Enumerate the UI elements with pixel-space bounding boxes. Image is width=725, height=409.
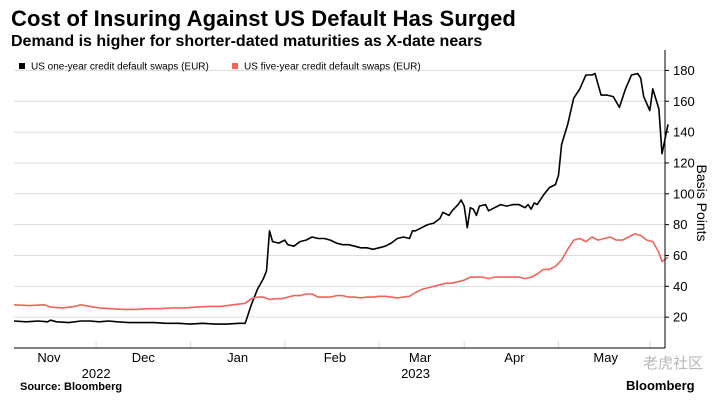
x-tick-label: Jan <box>227 350 248 365</box>
month-separators <box>95 341 651 348</box>
x-tick-label: Feb <box>324 350 346 365</box>
x-tick-label: May <box>593 350 618 365</box>
x-year-label: 2022 <box>82 366 111 381</box>
y-tick-label: 20 <box>673 310 687 325</box>
y-tick-label: 120 <box>673 155 695 170</box>
series-line-one-year <box>13 72 669 325</box>
y-tick-label: 140 <box>673 125 695 140</box>
x-tick-label: Apr <box>504 350 525 365</box>
y-tick-label: 60 <box>673 248 687 263</box>
y-tick-label: 40 <box>673 279 687 294</box>
series-line-five-year <box>13 233 669 311</box>
y-axis-label: Basis Points <box>694 164 710 241</box>
gridlines <box>14 69 665 318</box>
y-tick-label: 180 <box>673 63 695 78</box>
legend-label-one-year: US one-year credit default swaps (EUR) <box>31 62 209 73</box>
series-lines <box>13 72 669 325</box>
y-tick-label: 100 <box>673 186 695 201</box>
legend: US one-year credit default swaps (EUR) U… <box>19 62 421 73</box>
y-tick-label: 160 <box>673 94 695 109</box>
source-note: Source: Bloomberg <box>20 381 123 393</box>
x-tick-label: Mar <box>409 350 432 365</box>
x-tick-label: Dec <box>132 350 156 365</box>
watermark: 老虎社区 <box>643 355 704 372</box>
bloomberg-logo: Bloomberg <box>626 378 695 393</box>
axes: 20 40 60 80 100 120 140 160 180 Nov Dec Jan Feb Mar Ap… <box>14 50 695 381</box>
legend-swatch-one-year <box>19 63 25 69</box>
chart-title: Cost of Insuring Against US Default Has … <box>11 6 516 31</box>
x-tick-label: Nov <box>37 350 61 365</box>
y-tick-label: 80 <box>673 217 687 232</box>
x-year-label: 2023 <box>401 366 430 381</box>
legend-label-five-year: US five-year credit default swaps (EUR) <box>244 62 421 73</box>
chart-subtitle: Demand is higher for shorter-dated matur… <box>11 33 483 50</box>
legend-swatch-five-year <box>232 63 238 69</box>
